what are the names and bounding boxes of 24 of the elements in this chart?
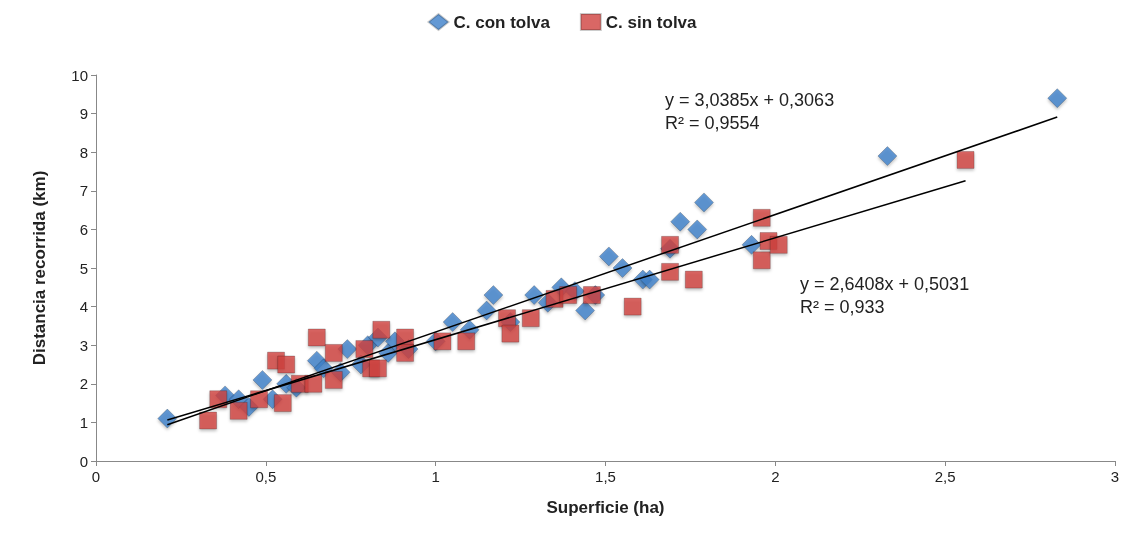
y-tick-label: 9 (79, 105, 88, 123)
y-tick-label: 0 (79, 452, 88, 470)
y-tick-label: 2 (79, 375, 88, 393)
y-tick-label: 3 (79, 336, 88, 354)
x-tick-label: 2,5 (934, 468, 956, 485)
y-axis-title: Distancia recorrida (km) (30, 170, 49, 366)
x-tick-label: 1 (431, 468, 440, 485)
y-tick-label: 4 (79, 298, 88, 316)
y-tick-label: 5 (79, 259, 88, 277)
y-tick-label: 8 (79, 143, 88, 161)
x-tick-label: 1,5 (595, 468, 616, 485)
x-tick-label: 3 (1110, 468, 1120, 485)
y-tick-label: 6 (79, 220, 88, 238)
y-tick-label: 10 (71, 66, 88, 84)
x-axis-title: Superficie (ha) (546, 498, 665, 517)
y-tick-label: 7 (79, 182, 88, 200)
y-tick-label: 1 (79, 413, 88, 431)
x-tick-label: 0 (91, 468, 101, 485)
annotation: y = 2,6408x + 0,5031 R² = 0,933 (800, 273, 970, 317)
legend-label: C. con tolva (453, 12, 551, 32)
legend-label: C. sin tolva (605, 12, 698, 32)
x-tick-label: 2 (771, 468, 780, 485)
x-tick-label: 0,5 (255, 468, 277, 485)
annotation: y = 3,0385x + 0,3063 R² = 0,9554 (665, 89, 835, 133)
